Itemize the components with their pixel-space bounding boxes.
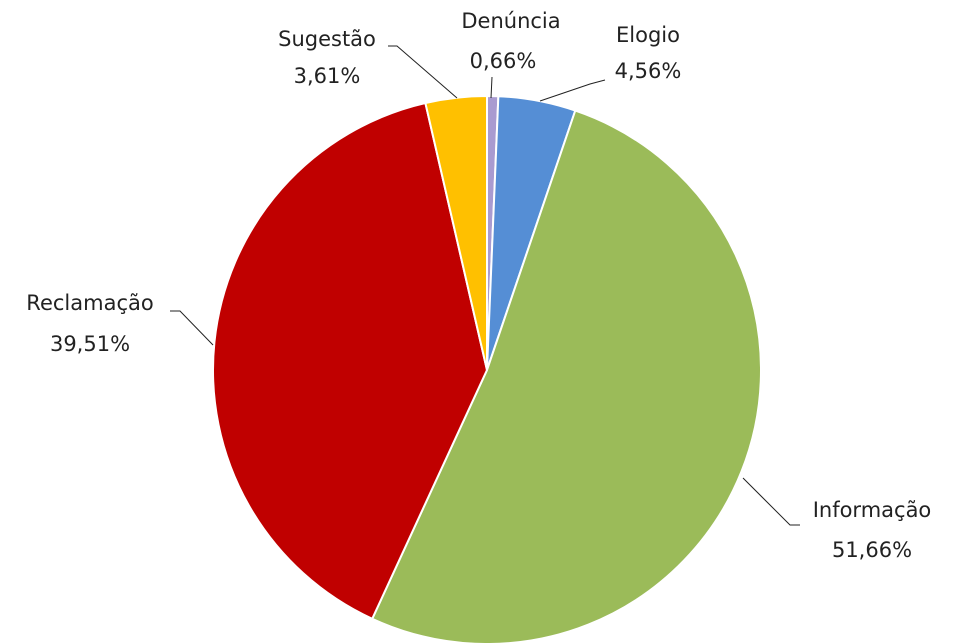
leader-line bbox=[490, 76, 493, 99]
slice-value: 3,61% bbox=[294, 64, 361, 88]
slice-name: Reclamação bbox=[26, 291, 153, 315]
slice-name: Elogio bbox=[616, 23, 680, 47]
leader-line bbox=[742, 477, 800, 526]
slice-value: 0,66% bbox=[470, 49, 537, 73]
slice-value: 51,66% bbox=[832, 538, 912, 562]
slice bbox=[212, 101, 489, 621]
slice bbox=[424, 94, 488, 371]
slice-name: Informação bbox=[813, 498, 932, 522]
labels: Denúncia 0,66% Elogio 4,56% Informação 51,66%… bbox=[26, 9, 931, 562]
slice-name: Sugestão bbox=[278, 27, 376, 51]
slice-value: 39,51% bbox=[50, 332, 130, 356]
slice-name: Denúncia bbox=[461, 9, 560, 33]
slice bbox=[370, 109, 762, 643]
leader-line bbox=[170, 310, 214, 346]
pie bbox=[212, 94, 762, 643]
leader-line bbox=[539, 79, 606, 102]
leader-line bbox=[388, 45, 458, 99]
slice-value: 4,56% bbox=[615, 59, 682, 83]
